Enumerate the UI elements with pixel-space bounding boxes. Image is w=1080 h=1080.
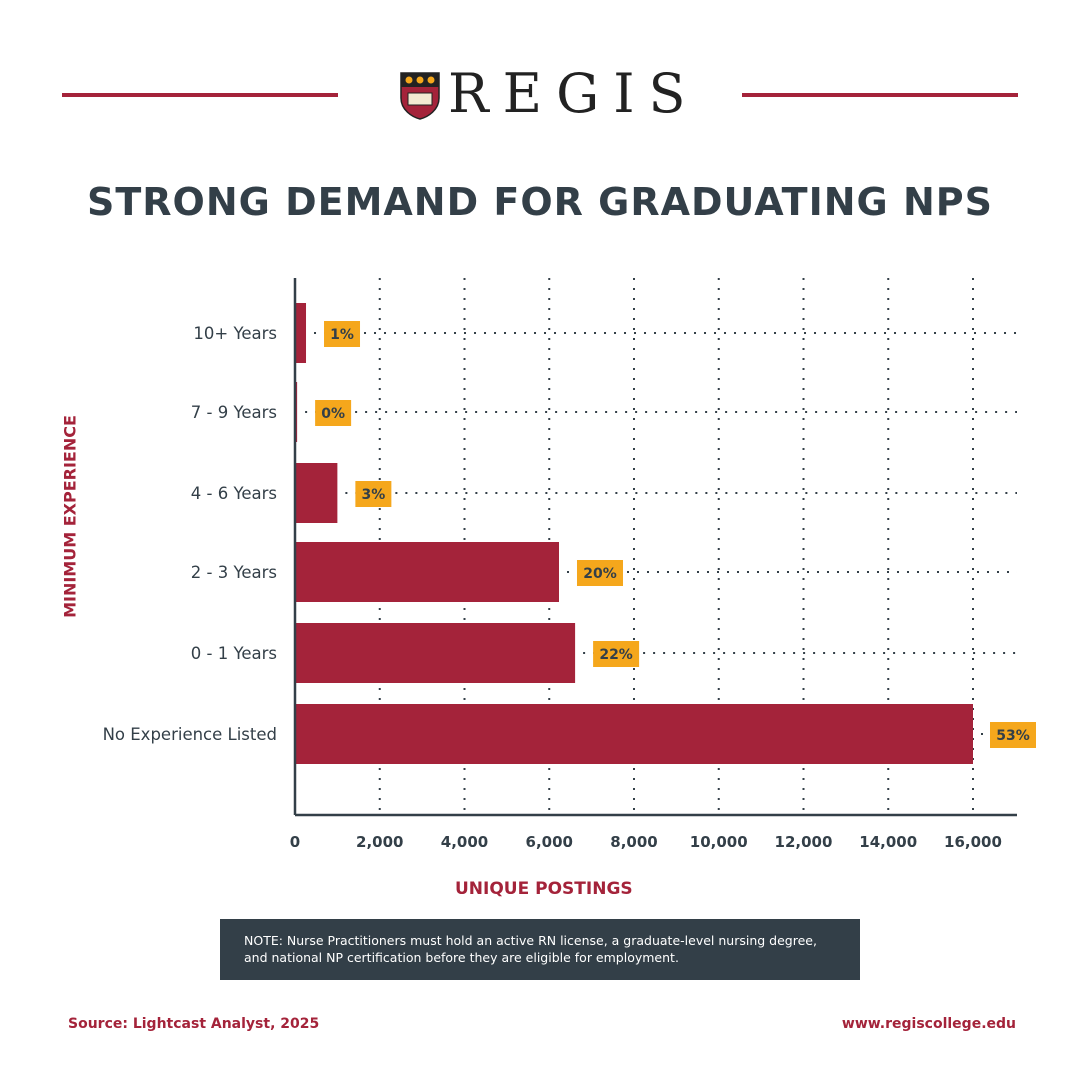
data-label-box <box>990 722 1036 748</box>
x-tick-label: 0 <box>290 833 300 851</box>
source-text: Source: Lightcast Analyst, 2025 <box>68 1016 320 1032</box>
data-label-box <box>355 481 392 507</box>
y-category-label: 4 - 6 Years <box>191 484 277 503</box>
bar <box>295 463 338 523</box>
x-tick-label: 12,000 <box>775 833 833 851</box>
data-label: 53% <box>996 728 1030 744</box>
y-category-label: 7 - 9 Years <box>191 403 277 422</box>
x-tick-label: 6,000 <box>526 833 573 851</box>
data-label: 3% <box>361 487 385 503</box>
x-tick-label: 16,000 <box>944 833 1002 851</box>
bar <box>295 704 973 764</box>
x-tick-label: 8,000 <box>610 833 657 851</box>
bar-chart: 0 2,000 4,000 6,000 8,000 10,000 12,000 14,000 1… <box>103 278 1036 851</box>
website-link[interactable]: www.regiscollege.edu <box>841 1016 1016 1032</box>
header-rule-right <box>742 93 1018 97</box>
data-label-box <box>576 560 623 586</box>
data-label-box <box>593 641 640 667</box>
bar <box>295 303 307 363</box>
data-label: 0% <box>321 406 345 422</box>
note-box: NOTE: Nurse Practitioners must hold an a… <box>220 919 860 980</box>
x-tick-label: 4,000 <box>441 833 488 851</box>
y-category-label: No Experience Listed <box>103 725 277 744</box>
x-tick-label: 14,000 <box>859 833 917 851</box>
x-tick-label: 2,000 <box>356 833 403 851</box>
page-title: STRONG DEMAND FOR GRADUATING NPS <box>87 180 993 224</box>
regis-shield-logo <box>400 72 440 120</box>
data-label-box <box>315 400 352 426</box>
y-category-label: 2 - 3 Years <box>191 563 277 582</box>
x-tick-label: 10,000 <box>690 833 748 851</box>
data-label: 20% <box>583 566 617 582</box>
y-category-label: 0 - 1 Years <box>191 644 277 663</box>
x-axis-title: UNIQUE POSTINGS <box>455 879 633 899</box>
data-label: 22% <box>599 647 633 663</box>
header-rule-left <box>62 93 338 97</box>
regis-logo-wordmark: REGIS <box>448 62 700 125</box>
y-category-label: 10+ Years <box>193 324 277 343</box>
data-label: 1% <box>330 327 354 343</box>
bar <box>295 542 559 602</box>
bar <box>295 623 576 683</box>
data-label-box <box>324 321 361 347</box>
